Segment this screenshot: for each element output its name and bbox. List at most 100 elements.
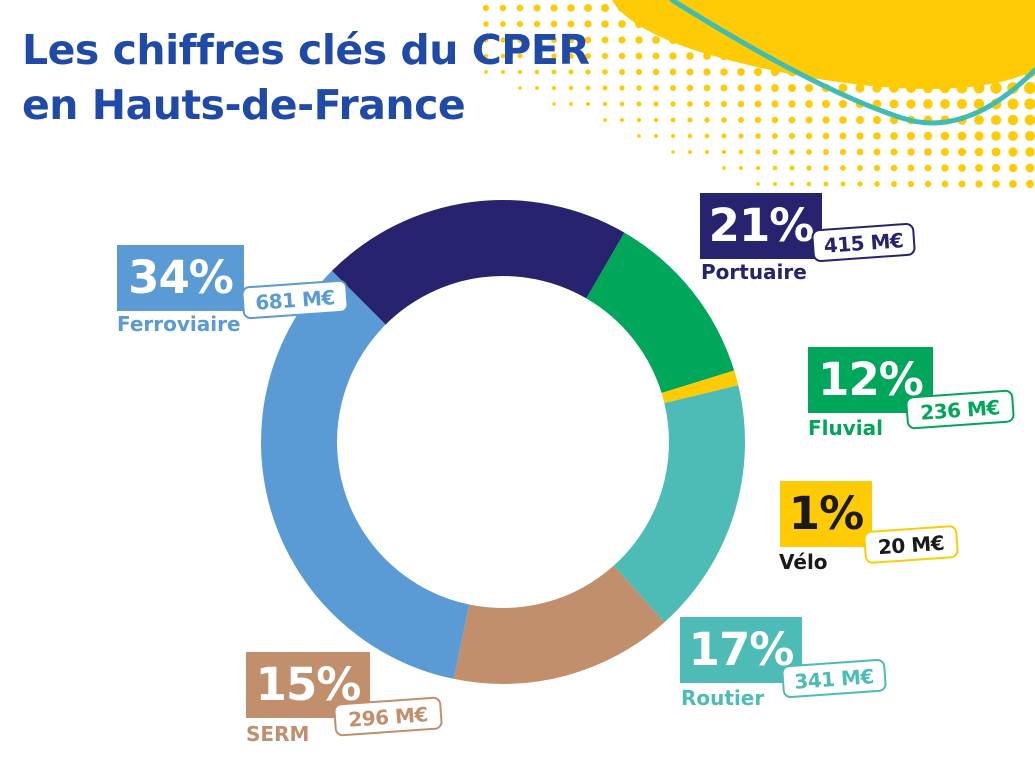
decorative-dot (568, 69, 574, 75)
decorative-dot (618, 36, 626, 44)
decorative-dot (686, 68, 694, 76)
decorative-dot (803, 2, 815, 14)
decorative-dot (1024, 2, 1035, 14)
decorative-dot (550, 36, 558, 44)
decorative-dot (772, 165, 778, 171)
donut-slice-serm (453, 565, 665, 684)
serm-label: SERM (246, 722, 310, 746)
decorative-dot (737, 68, 745, 76)
decorative-dot (1024, 130, 1035, 142)
decorative-dot (1008, 163, 1018, 173)
decorative-dot (823, 181, 829, 187)
decorative-dot (838, 99, 848, 109)
decorative-dot (651, 19, 661, 29)
decorative-dot (1025, 147, 1035, 157)
decorative-dot (821, 67, 831, 77)
decorative-dot (905, 2, 917, 14)
decorative-dot (738, 165, 744, 171)
decorative-dot (973, 18, 985, 30)
decorative-dot (652, 68, 660, 76)
decorative-dot (822, 100, 830, 108)
decorative-dot (601, 36, 609, 44)
decorative-dot (738, 149, 744, 155)
decorative-dot (956, 50, 968, 62)
decorative-dot (721, 133, 727, 139)
decorative-dot (957, 147, 967, 157)
decorative-dot (837, 34, 849, 46)
decorative-dot (787, 51, 797, 61)
decorative-dot (703, 100, 711, 108)
decorative-dot (924, 164, 932, 172)
decorative-dot (702, 35, 712, 45)
decorative-dot (585, 53, 591, 59)
decorative-dot (720, 100, 728, 108)
decorative-dot (518, 86, 522, 90)
decorative-dot (652, 36, 660, 44)
decorative-dot (803, 18, 815, 30)
decorative-dot (872, 83, 882, 93)
decorative-dot (838, 83, 848, 93)
decorative-dot (871, 18, 883, 30)
decorative-dot (888, 34, 900, 46)
decorative-dot (973, 98, 985, 110)
decorative-dot (854, 50, 866, 62)
decorative-dot (634, 19, 644, 29)
decorative-dot (1025, 163, 1035, 173)
fluvial-label: Fluvial (808, 416, 883, 440)
decorative-dot (941, 180, 949, 188)
decorative-dot (905, 34, 917, 46)
decorative-dot (722, 166, 726, 170)
decorative-dot (686, 52, 694, 60)
decorative-dot (838, 67, 848, 77)
decorative-dot (634, 3, 644, 13)
decorative-dot (721, 117, 727, 123)
decorative-dot (888, 18, 900, 30)
decorative-dot (922, 66, 934, 78)
decorative-dot (874, 181, 880, 187)
decorative-dot (1008, 131, 1018, 141)
decorative-dot (890, 164, 898, 172)
page-title-line-2: en Hauts-de-France (22, 81, 466, 129)
decorative-dot (856, 116, 864, 124)
decorative-dot (990, 114, 1002, 126)
decorative-dot (754, 84, 762, 92)
decorative-dot (822, 132, 830, 140)
decorative-dot (654, 134, 658, 138)
decorative-dot (670, 133, 676, 139)
decorative-dot (991, 147, 1001, 157)
decorative-dot (973, 2, 985, 14)
decorative-dot (956, 2, 968, 14)
decorative-dot (823, 165, 829, 171)
decorative-dot (975, 164, 983, 172)
decorative-dot (804, 83, 814, 93)
decorative-dot (720, 84, 728, 92)
decorative-dot (871, 2, 883, 14)
decorative-dot (805, 132, 813, 140)
decorative-dot (619, 85, 625, 91)
decorative-dot (939, 34, 951, 46)
decorative-dot (786, 2, 798, 14)
decorative-dot (703, 52, 711, 60)
decorative-dot (636, 85, 642, 91)
decorative-dot (891, 181, 897, 187)
decorative-dot (602, 101, 608, 107)
decorative-dot (888, 2, 900, 14)
decorative-dot (820, 34, 832, 46)
decorative-dot (688, 150, 692, 154)
decorative-dot (1024, 34, 1035, 46)
decorative-dot (873, 132, 881, 140)
decorative-dot (669, 52, 677, 60)
decorative-dot (957, 131, 967, 141)
decorative-dot (668, 3, 678, 13)
velo-amount-badge: 20 M€ (862, 524, 960, 565)
decorative-dot (704, 149, 710, 155)
donut-slice-routier (613, 385, 746, 623)
decorative-dot (533, 20, 541, 28)
decorative-dot (873, 164, 881, 172)
decorative-dot (856, 132, 864, 140)
decorative-dot (773, 182, 777, 186)
decorative-dot (837, 2, 849, 14)
decorative-dot (567, 20, 575, 28)
decorative-dot (534, 53, 540, 59)
decorative-dot (922, 82, 934, 94)
